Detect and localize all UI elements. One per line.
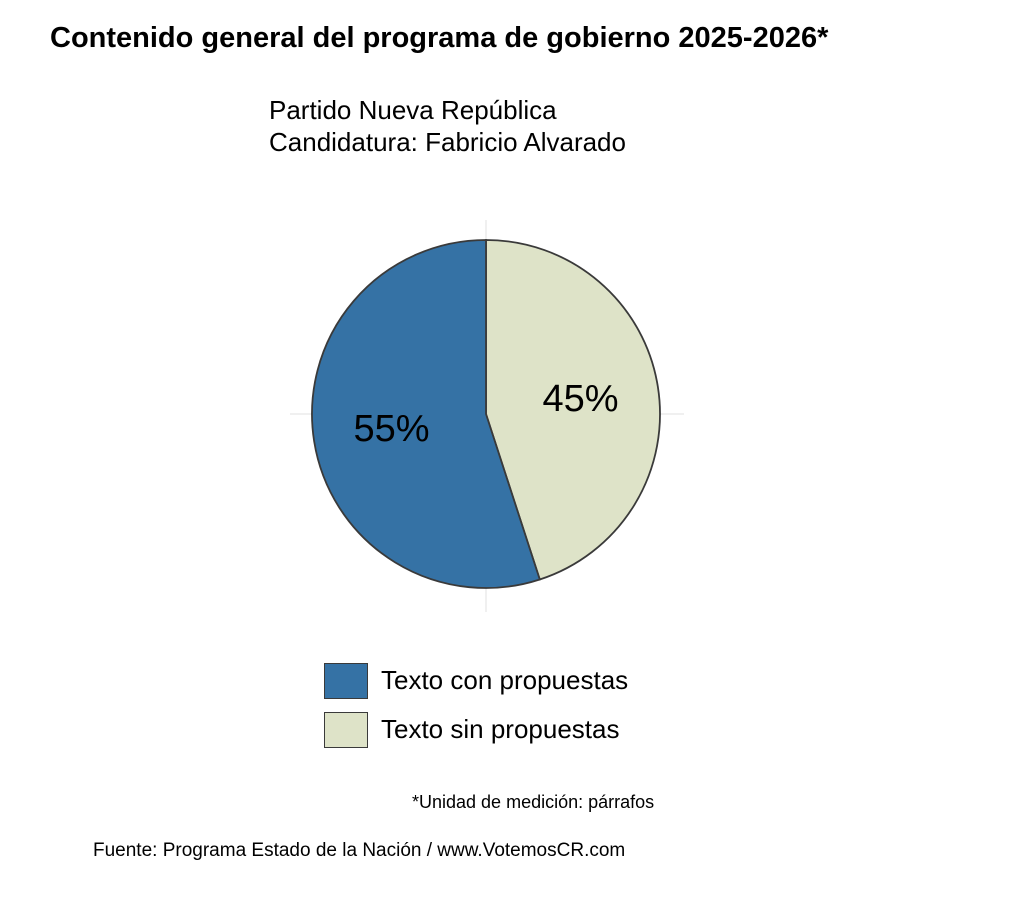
- legend-label-con-propuestas: Texto con propuestas: [381, 665, 629, 695]
- pie-slice-labels: 45% 55%: [353, 378, 618, 450]
- legend-swatch-sin-propuestas: [324, 712, 368, 748]
- pie-label-con-propuestas: 55%: [353, 408, 429, 450]
- pie-slices: [311, 239, 661, 589]
- pie-slice-con-propuestas: [311, 239, 541, 589]
- chart-subtitle-candidate: Candidatura: Fabricio Alvarado: [269, 127, 626, 157]
- source-credit: Fuente: Programa Estado de la Nación / w…: [93, 840, 626, 861]
- pie-slice-sin-propuestas: [485, 239, 661, 581]
- measurement-note: *Unidad de medición: párrafos: [412, 792, 655, 812]
- legend-label-sin-propuestas: Texto sin propuestas: [381, 714, 620, 744]
- chart-title: Contenido general del programa de gobier…: [50, 22, 829, 54]
- legend-swatch-con-propuestas: [324, 663, 368, 699]
- chart-subtitle-party: Partido Nueva República: [269, 95, 557, 125]
- pie-label-sin-propuestas: 45%: [542, 378, 618, 420]
